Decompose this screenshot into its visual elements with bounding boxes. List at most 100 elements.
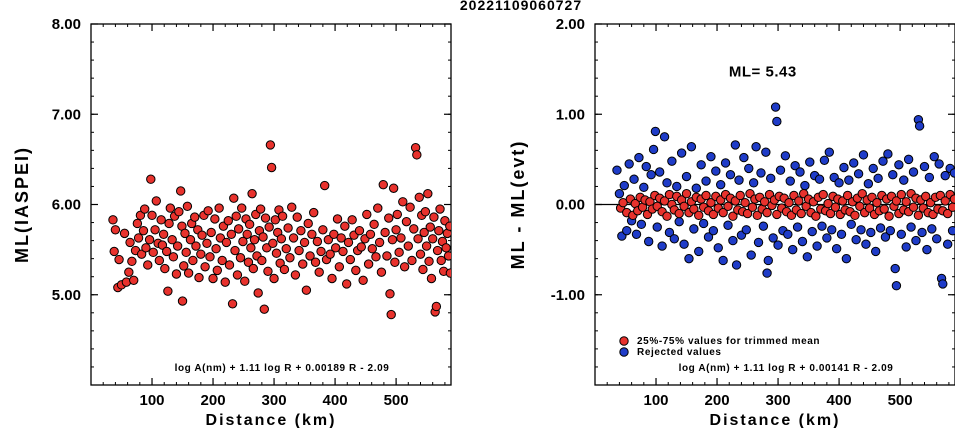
data-point <box>334 262 345 272</box>
data-point <box>257 255 267 266</box>
rejected-data-point <box>929 151 939 162</box>
data-point <box>232 270 243 280</box>
data-point <box>742 208 753 219</box>
data-point <box>180 228 190 239</box>
chart-title: 20221109060727 <box>460 0 582 13</box>
rejected-data-point <box>831 244 842 254</box>
data-point <box>325 249 335 259</box>
rejected-data-point <box>772 116 782 127</box>
ml-annotation: ML= 5.43 <box>729 63 797 80</box>
data-point <box>718 207 728 218</box>
data-point <box>125 237 135 248</box>
rejected-data-point <box>674 216 684 227</box>
data-point <box>164 218 174 229</box>
rejected-data-point <box>856 225 866 235</box>
data-point <box>246 243 256 253</box>
data-point <box>423 188 433 199</box>
data-point <box>147 210 157 221</box>
data-point <box>752 210 763 221</box>
data-point <box>378 179 388 190</box>
data-point <box>220 277 230 287</box>
data-point <box>369 219 379 230</box>
data-point <box>424 256 434 267</box>
data-point <box>332 214 343 224</box>
rejected-data-point <box>643 236 654 247</box>
data-point <box>265 140 276 150</box>
rejected-data-point <box>694 246 704 257</box>
data-point <box>386 309 396 320</box>
data-point <box>217 255 227 266</box>
data-point <box>419 227 429 238</box>
data-point <box>242 229 252 239</box>
data-point <box>413 234 423 244</box>
data-point <box>762 207 772 218</box>
data-point <box>163 286 173 296</box>
data-point <box>784 197 794 208</box>
rejected-data-point <box>868 163 878 174</box>
rejected-data-point <box>679 239 689 249</box>
rejected-data-point <box>927 224 937 234</box>
rejected-data-point <box>696 160 706 170</box>
data-point <box>921 191 931 202</box>
data-point <box>399 262 410 272</box>
rejected-data-point <box>790 160 800 171</box>
rejected-data-point <box>899 175 909 185</box>
data-point <box>345 254 356 265</box>
data-point <box>380 227 390 238</box>
rejected-data-point <box>922 244 932 255</box>
data-point <box>249 234 260 245</box>
rejected-data-point <box>940 170 950 181</box>
rejected-data-point <box>672 181 682 192</box>
data-point <box>949 194 955 204</box>
data-point <box>158 229 169 239</box>
rejected-data-point <box>870 246 881 257</box>
x-tick-label: 200 <box>705 392 730 409</box>
data-point <box>901 197 911 207</box>
rejected-data-point <box>756 168 766 178</box>
y-tick-label: 6.00 <box>52 197 81 214</box>
rejected-data-point <box>894 160 904 170</box>
rejected-data-point <box>701 176 711 186</box>
data-point <box>396 233 406 243</box>
rejected-data-point <box>763 255 773 266</box>
rejected-data-point <box>676 148 687 158</box>
rejected-data-point <box>785 176 795 186</box>
rejected-data-point <box>914 121 925 131</box>
data-point <box>136 249 147 259</box>
y-tick-label: -1.00 <box>551 287 585 304</box>
data-point <box>436 255 446 266</box>
rejected-data-point <box>880 232 891 242</box>
x-tick-label: 500 <box>888 392 913 409</box>
legend-label-rejected: Rejected values <box>637 347 722 358</box>
data-point <box>275 258 285 268</box>
rejected-data-point <box>822 233 832 243</box>
magnitude-formula: log A(nm) + 1.11 log R + 0.00141 R - 2.0… <box>679 363 894 374</box>
data-point <box>171 269 182 279</box>
rejected-data-point <box>780 151 791 161</box>
data-point <box>292 212 302 222</box>
data-point <box>879 204 889 214</box>
data-point <box>891 196 902 206</box>
rejected-data-point <box>919 161 930 172</box>
rejected-data-point <box>800 180 810 191</box>
rejected-data-point <box>792 222 803 232</box>
rejected-data-point <box>636 219 647 230</box>
data-point <box>144 234 155 245</box>
x-tick-label: 100 <box>644 392 669 409</box>
data-point <box>735 190 745 201</box>
data-point <box>694 210 704 221</box>
data-point <box>347 215 357 225</box>
x-axis-label: Distance (km) <box>206 412 337 428</box>
data-point <box>679 201 689 212</box>
rejected-data-point <box>783 229 793 239</box>
data-point <box>135 210 146 221</box>
data-point <box>723 201 733 212</box>
data-point <box>206 227 216 238</box>
rejected-data-point <box>753 237 764 248</box>
rejected-data-point <box>652 222 662 232</box>
data-point <box>374 237 385 248</box>
rejected-data-point <box>795 167 805 177</box>
data-point <box>229 193 239 203</box>
data-point <box>177 296 188 306</box>
rejected-data-point <box>703 232 714 242</box>
